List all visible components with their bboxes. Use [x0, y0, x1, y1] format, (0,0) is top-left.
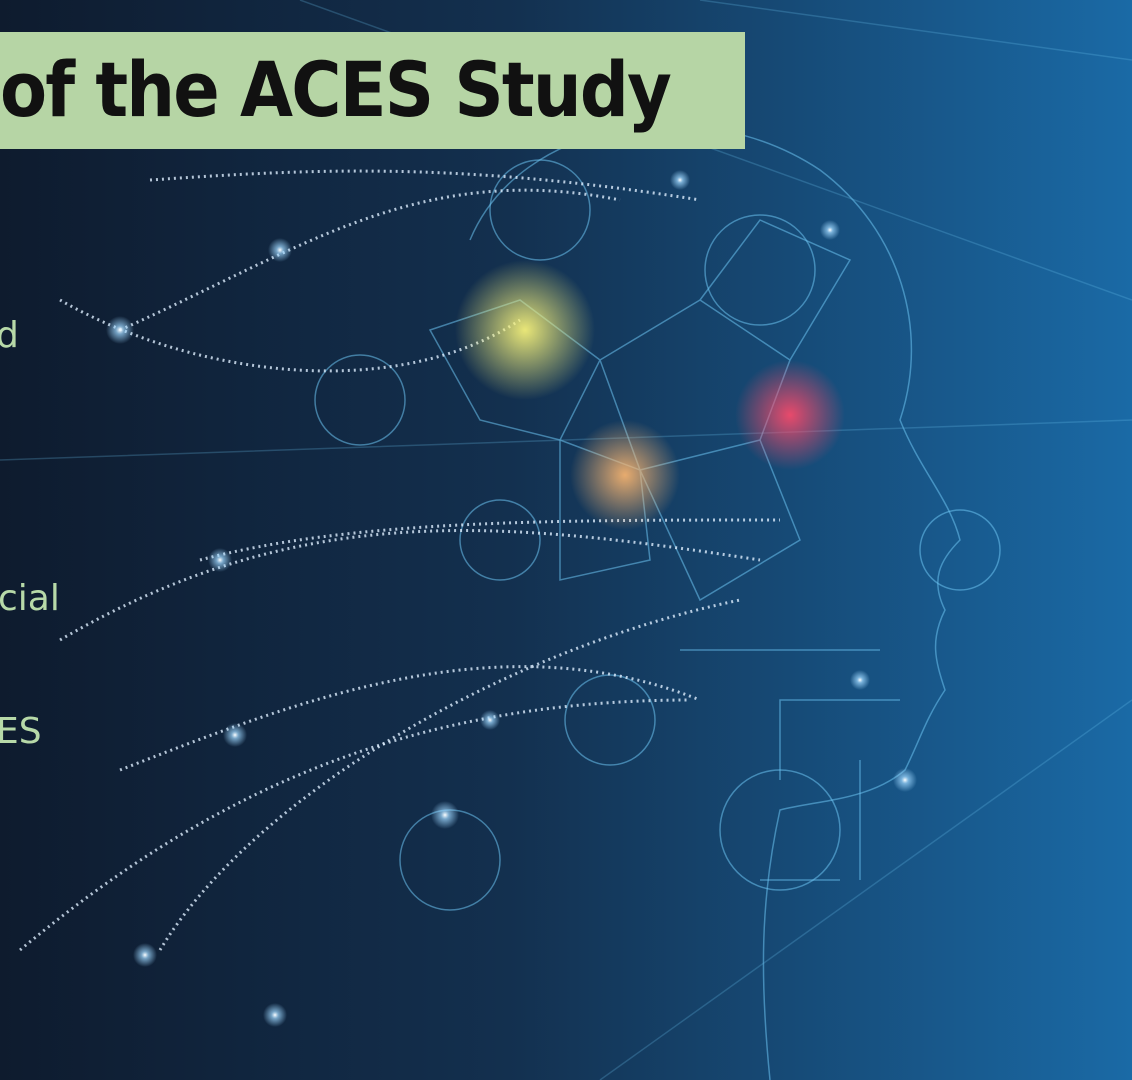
body-text-fragment: ES: [0, 711, 42, 752]
page: of the ACES Study d cial ES (() => { con…: [0, 0, 1132, 1080]
body-text-fragment: d: [0, 315, 19, 356]
background: [0, 0, 1132, 1080]
body-text-fragment: cial: [0, 578, 60, 619]
slide: of the ACES Study d cial ES: [0, 0, 1132, 1080]
slide-title: of the ACES Study: [0, 45, 671, 134]
